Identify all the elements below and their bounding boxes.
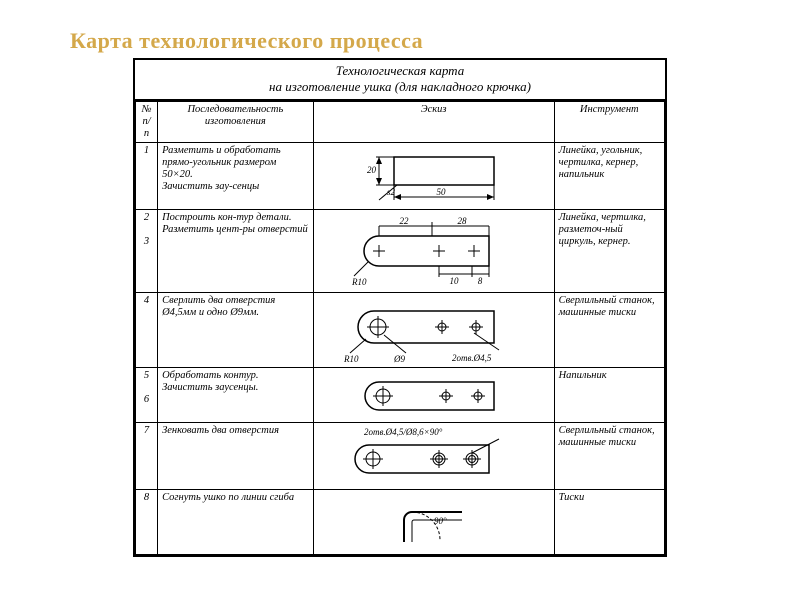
cell-desc: Построить кон-тур детали.Разметить цент-…	[158, 209, 314, 292]
svg-text:2отв.Ø4,5/Ø8,6×90°: 2отв.Ø4,5/Ø8,6×90°	[364, 427, 443, 437]
cell-sketch: 22 28 10 8 R10	[313, 209, 554, 292]
doc-title-line2: на изготовление ушка (для накладного крю…	[269, 79, 531, 94]
table-row: 56Обработать контур.Зачистить заусенцы. …	[136, 367, 665, 422]
cell-num: 7	[136, 422, 158, 489]
cell-tool: Сверлильный станок, машинные тиски	[554, 422, 664, 489]
cell-desc: Сверлить два отверстия Ø4,5мм и одно Ø9м…	[158, 292, 314, 367]
cell-sketch: 50 20 s2	[313, 142, 554, 209]
cell-tool: Напильник	[554, 367, 664, 422]
svg-text:8: 8	[477, 276, 482, 286]
header-num: № п/п	[136, 101, 158, 142]
cell-tool: Линейка, чертилка, разметоч-ный циркуль,…	[554, 209, 664, 292]
cell-num: 1	[136, 142, 158, 209]
table-row: 8Согнуть ушко по линии сгиба 90° Тиски	[136, 489, 665, 554]
cell-desc: Зенковать два отверстия	[158, 422, 314, 489]
svg-text:10: 10	[449, 276, 459, 286]
table-row: 23Построить кон-тур детали.Разметить цен…	[136, 209, 665, 292]
cell-tool: Линейка, угольник, чертилка, кернер, нап…	[554, 142, 664, 209]
cell-num: 4	[136, 292, 158, 367]
cell-sketch	[313, 367, 554, 422]
process-card: Технологическая карта на изготовление уш…	[133, 58, 667, 557]
cell-desc: Разметить и обработать прямо-угольник ра…	[158, 142, 314, 209]
page-title: Карта технологического процесса	[0, 0, 800, 58]
svg-text:22: 22	[399, 216, 409, 226]
cell-sketch: 2отв.Ø4,5/Ø8,6×90°	[313, 422, 554, 489]
svg-text:20: 20	[367, 165, 377, 175]
svg-text:R10: R10	[351, 277, 367, 287]
svg-text:2отв.Ø4,5: 2отв.Ø4,5	[452, 353, 492, 363]
header-desc: Последовательность изготовления	[158, 101, 314, 142]
cell-desc: Согнуть ушко по линии сгиба	[158, 489, 314, 554]
svg-text:28: 28	[457, 216, 467, 226]
header-tool: Инструмент	[554, 101, 664, 142]
table-header-row: № п/п Последовательность изготовления Эс…	[136, 101, 665, 142]
cell-tool: Тиски	[554, 489, 664, 554]
svg-text:90°: 90°	[434, 516, 447, 526]
svg-text:50: 50	[436, 187, 446, 197]
table-row: 7Зенковать два отверстия 2отв.Ø4,5/Ø8,6×…	[136, 422, 665, 489]
svg-text:R10: R10	[343, 354, 359, 364]
header-sketch: Эскиз	[313, 101, 554, 142]
cell-sketch: R10 Ø9 2отв.Ø4,5	[313, 292, 554, 367]
cell-num: 23	[136, 209, 158, 292]
cell-tool: Сверлильный станок, машинные тиски	[554, 292, 664, 367]
svg-text:Ø9: Ø9	[393, 354, 405, 364]
table-row: 1Разметить и обработать прямо-угольник р…	[136, 142, 665, 209]
doc-title-line1: Технологическая карта	[336, 63, 464, 78]
cell-num: 56	[136, 367, 158, 422]
cell-sketch: 90°	[313, 489, 554, 554]
process-table: № п/п Последовательность изготовления Эс…	[135, 101, 665, 555]
table-row: 4Сверлить два отверстия Ø4,5мм и одно Ø9…	[136, 292, 665, 367]
cell-num: 8	[136, 489, 158, 554]
doc-title: Технологическая карта на изготовление уш…	[135, 60, 665, 101]
cell-desc: Обработать контур.Зачистить заусенцы.	[158, 367, 314, 422]
